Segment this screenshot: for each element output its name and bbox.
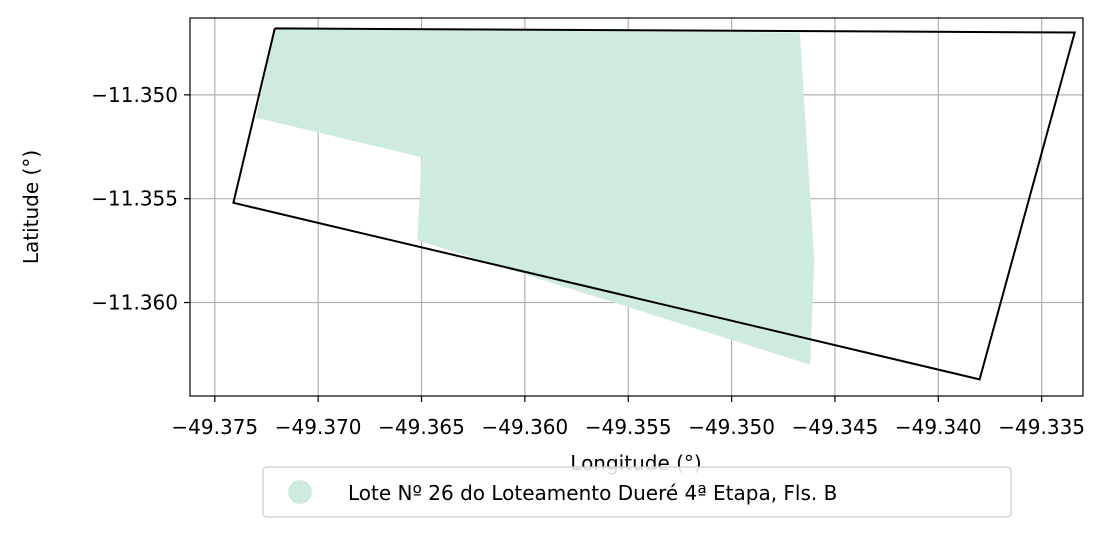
x-tick-label: −49.375 — [171, 415, 258, 439]
y-tick-label: −11.350 — [91, 83, 178, 107]
x-axis-ticks: −49.375 −49.370 −49.365 −49.360 −49.355 −49.3… — [171, 396, 1085, 439]
x-tick-label: −49.370 — [275, 415, 362, 439]
y-axis-label: Latitude (°) — [19, 150, 43, 264]
y-tick-label: −11.355 — [91, 187, 178, 211]
y-axis-ticks: −11.350 −11.355 −11.360 — [91, 83, 190, 315]
x-tick-label: −49.335 — [998, 415, 1085, 439]
x-tick-label: −49.350 — [688, 415, 775, 439]
y-tick-label: −11.360 — [91, 291, 178, 315]
legend-marker-icon — [288, 480, 312, 504]
x-tick-label: −49.340 — [895, 415, 982, 439]
legend: Lote Nº 26 do Loteamento Dueré 4ª Etapa,… — [263, 467, 1011, 517]
x-tick-label: −49.355 — [585, 415, 672, 439]
x-tick-label: −49.345 — [792, 415, 879, 439]
x-tick-label: −49.365 — [378, 415, 465, 439]
legend-label: Lote Nº 26 do Loteamento Dueré 4ª Etapa,… — [348, 481, 837, 505]
x-tick-label: −49.360 — [482, 415, 569, 439]
